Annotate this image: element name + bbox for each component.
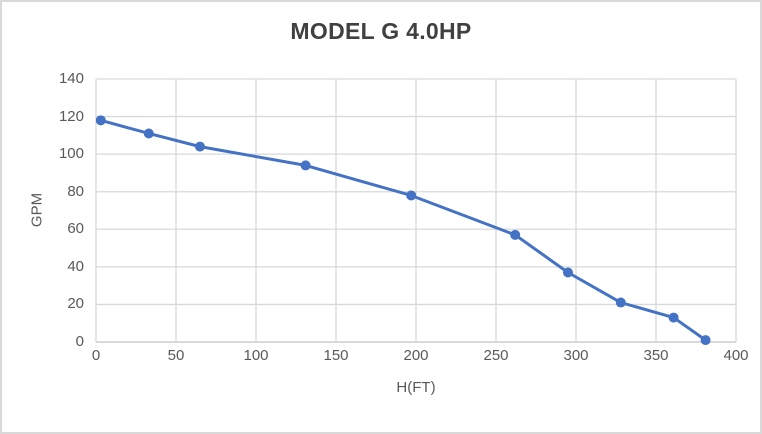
x-tick-label: 200 xyxy=(403,347,429,364)
data-point-marker xyxy=(195,141,205,152)
x-tick-label: 350 xyxy=(643,347,669,364)
data-point-marker xyxy=(700,335,711,346)
y-tick-label: 40 xyxy=(67,257,84,275)
y-tick-label: 100 xyxy=(58,145,84,163)
data-point-marker xyxy=(406,190,417,201)
x-tick-label: 300 xyxy=(563,347,589,364)
chart-title: MODEL G 4.0HP xyxy=(290,18,472,44)
x-axis-title: H(FT) xyxy=(396,379,436,396)
x-tick-label: 50 xyxy=(167,347,185,364)
data-point-marker xyxy=(510,229,521,240)
y-tick-label: 60 xyxy=(67,220,84,238)
x-tick-label: 400 xyxy=(723,347,749,364)
data-point-marker xyxy=(95,115,106,126)
y-tick-label: 20 xyxy=(67,295,84,313)
x-tick-label: 150 xyxy=(323,347,349,364)
series-line xyxy=(99,118,708,342)
data-point-marker xyxy=(615,297,626,308)
data-point-marker xyxy=(563,267,573,278)
y-tick-label: 120 xyxy=(58,107,84,125)
y-tick-label: 0 xyxy=(75,333,84,350)
y-tick-label: 80 xyxy=(67,182,84,200)
data-point-marker xyxy=(143,128,154,139)
x-tick-label: 250 xyxy=(483,347,509,364)
y-tick-label: 140 xyxy=(58,70,84,87)
data-point-marker xyxy=(668,312,679,323)
data-point-marker xyxy=(300,160,311,171)
x-tick-label: 0 xyxy=(91,347,101,364)
x-tick-label: 100 xyxy=(243,347,269,364)
